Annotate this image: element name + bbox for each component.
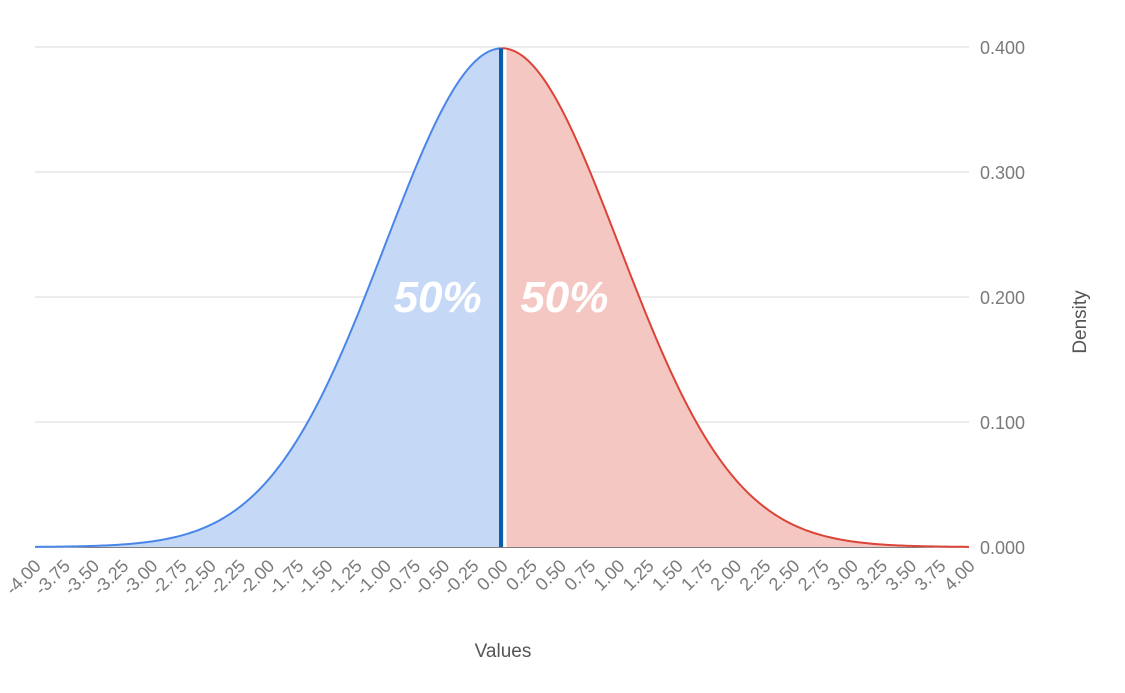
y-tick-label: 0.200 <box>980 288 1025 308</box>
left-percent-label: 50% <box>394 273 482 322</box>
x-axis-ticks: -4.00-3.75-3.50-3.25-3.00-2.75-2.50-2.25… <box>2 556 979 599</box>
x-tick-label: 0.00 <box>473 556 512 595</box>
x-tick-label: 3.50 <box>882 556 921 595</box>
right-percent-label: 50% <box>520 273 608 322</box>
y-tick-label: 0.000 <box>980 538 1025 558</box>
left-density-line <box>34 47 503 548</box>
x-tick-label: 0.25 <box>502 556 541 595</box>
left-area-fill <box>35 48 502 547</box>
x-tick-label: 2.75 <box>794 556 833 595</box>
mean-divider <box>499 48 507 547</box>
x-tick-label: 3.75 <box>911 556 950 595</box>
y-tick-label: 0.100 <box>980 413 1025 433</box>
y-tick-label: 0.400 <box>980 38 1025 58</box>
x-tick-label: 0.50 <box>531 556 570 595</box>
x-tick-label: 0.75 <box>560 556 599 595</box>
area-annotations: 50% 50% <box>394 273 609 322</box>
x-tick-label: 4.00 <box>940 556 979 595</box>
area-series <box>35 48 969 547</box>
y-axis-ticks: 0.000 0.100 0.200 0.300 0.400 <box>980 38 1025 558</box>
y-axis-title: Density <box>1070 290 1091 354</box>
line-series <box>34 47 970 548</box>
x-tick-label: 2.25 <box>736 556 775 595</box>
y-tick-label: 0.300 <box>980 163 1025 183</box>
x-tick-label: 2.00 <box>706 556 745 595</box>
x-tick-label: 1.50 <box>648 556 687 595</box>
right-density-line <box>501 47 970 548</box>
x-tick-label: 1.00 <box>590 556 629 595</box>
x-tick-label: 2.50 <box>765 556 804 595</box>
x-tick-label: 3.25 <box>852 556 891 595</box>
x-tick-label: 1.25 <box>619 556 658 595</box>
right-area-fill <box>502 48 969 547</box>
x-tick-label: 3.00 <box>823 556 862 595</box>
x-tick-label: 1.75 <box>677 556 716 595</box>
x-axis-title: Values <box>475 641 532 662</box>
